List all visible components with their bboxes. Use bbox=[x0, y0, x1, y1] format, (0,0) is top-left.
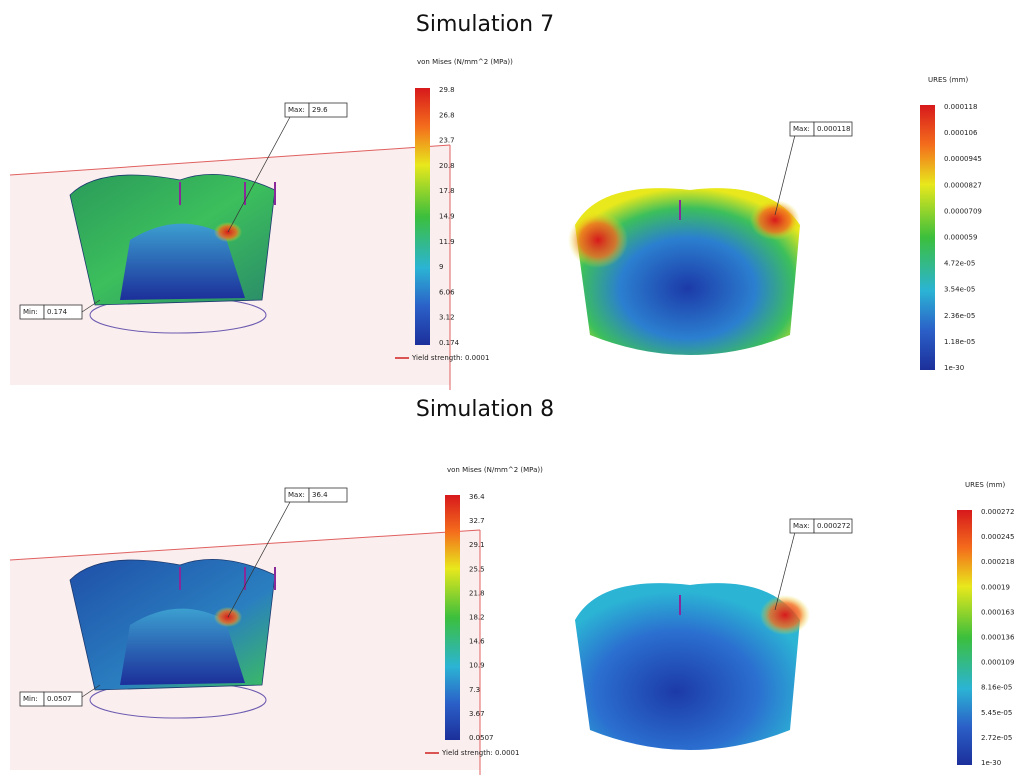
hot-spot bbox=[760, 595, 810, 635]
colorbar-tick-label: 26.8 bbox=[439, 111, 455, 119]
colorbar-tick-label: 11.9 bbox=[439, 238, 455, 246]
colorbar-tick-label: 0.000245 bbox=[981, 533, 1014, 541]
colorbar bbox=[957, 510, 972, 765]
colorbar-tick-label: 17.8 bbox=[439, 187, 455, 195]
colorbar-tick-label: 7.3 bbox=[469, 686, 480, 694]
colorbar-tick-label: 0.0000945 bbox=[944, 155, 982, 163]
yield-label: Yield strength: 0.0001 bbox=[441, 749, 519, 757]
colorbar-tick-label: 2.36e-05 bbox=[944, 312, 975, 320]
colorbar-tick-label: 0.000272 bbox=[981, 508, 1014, 516]
hot-spot bbox=[568, 212, 628, 268]
colorbar-tick-label: 0.000109 bbox=[981, 659, 1014, 667]
colorbar-tick-label: 14.6 bbox=[469, 638, 485, 646]
colorbar-title: von Mises (N/mm^2 (MPa)) bbox=[447, 466, 543, 474]
colorbar-tick-label: 9 bbox=[439, 263, 443, 271]
colorbar-tick-label: 3.67 bbox=[469, 710, 485, 718]
colorbar-tick-label: 0.000163 bbox=[981, 608, 1014, 616]
colorbar-tick-label: 0.0507 bbox=[469, 734, 494, 742]
simulation-title: Simulation 7 bbox=[416, 12, 554, 37]
box-value: 29.6 bbox=[312, 106, 328, 114]
box-label: Max: bbox=[288, 106, 305, 114]
simulation-title: Simulation 8 bbox=[416, 397, 554, 422]
colorbar-tick-label: 5.45e-05 bbox=[981, 709, 1012, 717]
colorbar-tick-label: 0.0000709 bbox=[944, 207, 982, 215]
colorbar-tick-label: 36.4 bbox=[469, 493, 485, 501]
colorbar-tick-label: 20.8 bbox=[439, 162, 455, 170]
box-label: Max: bbox=[288, 491, 305, 499]
box-label: Max: bbox=[793, 522, 810, 530]
yield-label: Yield strength: 0.0001 bbox=[411, 354, 489, 362]
colorbar-title: URES (mm) bbox=[928, 76, 968, 84]
colorbar bbox=[415, 88, 430, 345]
colorbar-tick-label: 10.9 bbox=[469, 662, 485, 670]
colorbar-tick-label: 4.72e-05 bbox=[944, 260, 975, 268]
box-value: 0.000118 bbox=[817, 125, 850, 133]
box-value: 0.0507 bbox=[47, 695, 72, 703]
colorbar-tick-label: 6.06 bbox=[439, 288, 455, 296]
colorbar-tick-label: 0.000136 bbox=[981, 634, 1015, 642]
colorbar-tick-label: 21.8 bbox=[469, 589, 485, 597]
colorbar bbox=[920, 105, 935, 370]
colorbar-tick-label: 1e-30 bbox=[981, 759, 1001, 767]
colorbar-title: von Mises (N/mm^2 (MPa)) bbox=[417, 58, 513, 66]
colorbar-tick-label: 2.72e-05 bbox=[981, 734, 1012, 742]
colorbar-tick-label: 8.16e-05 bbox=[981, 684, 1012, 692]
colorbar-tick-label: 18.2 bbox=[469, 614, 485, 622]
colorbar bbox=[445, 495, 460, 740]
colorbar-tick-label: 0.000218 bbox=[981, 558, 1014, 566]
colorbar-tick-label: 0.000118 bbox=[944, 103, 977, 111]
colorbar-tick-label: 0.000059 bbox=[944, 234, 977, 242]
box-label: Max: bbox=[793, 125, 810, 133]
hot-spot bbox=[750, 200, 800, 240]
colorbar-tick-label: 14.9 bbox=[439, 213, 455, 221]
colorbar-tick-label: 29.8 bbox=[439, 86, 455, 94]
colorbar-tick-label: 0.000106 bbox=[944, 129, 978, 137]
box-value: 36.4 bbox=[312, 491, 328, 499]
colorbar-title: URES (mm) bbox=[965, 481, 1005, 489]
colorbar-tick-label: 23.7 bbox=[439, 137, 455, 145]
colorbar-tick-label: 0.00019 bbox=[981, 583, 1010, 591]
colorbar-tick-label: 1.18e-05 bbox=[944, 338, 975, 346]
box-value: 0.000272 bbox=[817, 522, 850, 530]
colorbar-tick-label: 0.0000827 bbox=[944, 181, 982, 189]
colorbar-tick-label: 32.7 bbox=[469, 517, 485, 525]
box-label: Min: bbox=[23, 308, 38, 316]
colorbar-tick-label: 3.12 bbox=[439, 314, 455, 322]
colorbar-tick-label: 3.54e-05 bbox=[944, 286, 975, 294]
colorbar-tick-label: 1e-30 bbox=[944, 364, 964, 372]
box-label: Min: bbox=[23, 695, 38, 703]
figure: Simulation 7 Max: 29.6 Min: 0.174 von Mises (… bbox=[0, 0, 1020, 783]
colorbar-tick-label: 29.1 bbox=[469, 541, 485, 549]
colorbar-tick-label: 0.174 bbox=[439, 339, 460, 347]
box-value: 0.174 bbox=[47, 308, 68, 316]
colorbar-tick-label: 25.5 bbox=[469, 565, 485, 573]
